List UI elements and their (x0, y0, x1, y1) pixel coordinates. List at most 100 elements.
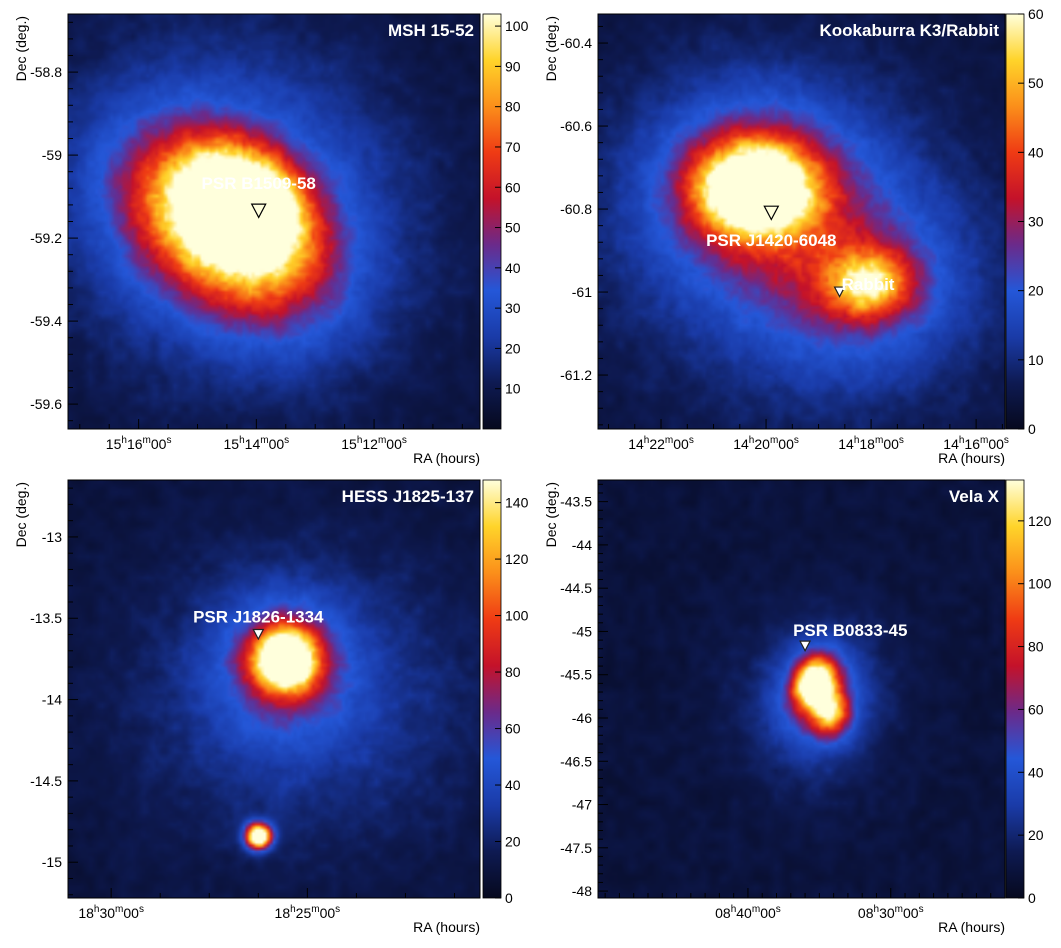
tick-seconds: 00 (151, 436, 167, 452)
y-tick-label: -60.6 (560, 118, 592, 134)
colorbar-tick-label: 0 (1028, 890, 1036, 906)
colorbar-tick-label: 10 (1028, 352, 1044, 368)
colorbar-tick-label: 90 (505, 58, 521, 74)
colorbar-scale (482, 479, 502, 899)
pulsar-label: PSR J1826-1334 (193, 608, 324, 627)
tick-minutes: 18 (859, 436, 875, 452)
y-tick-label: -13.5 (30, 610, 62, 626)
colorbar-tick-label: 120 (1028, 513, 1052, 529)
tick-m-unit: m (378, 435, 386, 446)
y-axis-label: Dec (deg.) (543, 482, 559, 547)
y-tick-label: -61 (572, 284, 592, 300)
x-tick-label: 18h30m00s (78, 904, 144, 921)
y-axis-label: Dec (deg.) (13, 482, 29, 547)
y-tick-label: -44.5 (560, 580, 592, 596)
x-tick-label: 08h30m00s (858, 904, 924, 921)
pulsar-label: Rabbit (842, 275, 895, 294)
tick-h-unit: h (239, 435, 245, 446)
source-markers: PSR B1509-58 (202, 174, 316, 219)
plot-frame (67, 479, 481, 899)
x-tick-label: 08h40m00s (715, 904, 781, 921)
tick-minutes: 25 (296, 905, 312, 921)
pulsar-marker (833, 286, 846, 298)
y-tick-label: -58.8 (30, 64, 62, 80)
y-tick-label: -13 (42, 529, 62, 545)
colorbar-tick-label: 70 (505, 139, 521, 155)
colorbar-tick-label: 30 (1028, 214, 1044, 230)
colorbar-scale (1005, 479, 1025, 899)
x-axis-label: RA (hours) (413, 450, 480, 466)
colorbar-tick-label: 0 (1028, 421, 1036, 437)
tick-hours: 08 (858, 905, 874, 921)
colorbar-tick-label: 120 (505, 551, 529, 567)
y-tick-label: -48 (572, 883, 592, 899)
colorbar-tick-label: 60 (1028, 6, 1044, 22)
x-tick-label: 18h25m00s (275, 904, 341, 921)
tick-s-unit: s (776, 904, 781, 915)
tick-minutes: 14 (245, 436, 261, 452)
tick-h-unit: h (731, 904, 737, 915)
tick-m-unit: m (143, 435, 151, 446)
y-tick-label: -43.5 (560, 494, 592, 510)
x-axis-label: RA (hours) (413, 919, 480, 935)
tick-seconds: 00 (320, 905, 336, 921)
tick-m-unit: m (752, 904, 760, 915)
tick-seconds: 00 (269, 436, 285, 452)
tick-hours: 08 (715, 905, 731, 921)
y-tick-label: -60.8 (560, 201, 592, 217)
pulsar-label: PSR J1420-6048 (706, 231, 836, 250)
y-axis-label: Dec (deg.) (543, 16, 559, 81)
x-tick-label: 14h20m00s (733, 435, 799, 452)
colorbar: 10 20 30 40 50 60 70 80 90 100 (482, 13, 529, 430)
tick-seconds: 00 (988, 436, 1004, 452)
tick-hours: 15 (224, 436, 240, 452)
tick-seconds: 00 (883, 436, 899, 452)
tick-hours: 14 (733, 436, 749, 452)
tick-minutes: 12 (362, 436, 378, 452)
pulsar-label: PSR B1509-58 (202, 174, 316, 193)
x-tick-label: 14h18m00s (838, 435, 904, 452)
colorbar-tick-label: 20 (505, 834, 521, 850)
y-axis-label: Dec (deg.) (13, 16, 29, 81)
tick-h-unit: h (644, 435, 650, 446)
tick-h-unit: h (959, 435, 965, 446)
panel-title: MSH 15-52 (388, 21, 474, 40)
tick-m-unit: m (980, 435, 988, 446)
y-tick-label: -59.4 (30, 313, 62, 329)
x-tick-label: 15h16m00s (106, 435, 172, 452)
colorbar-tick-label: 100 (505, 608, 529, 624)
colorbar-tick-label: 40 (505, 777, 521, 793)
tick-hours: 15 (341, 436, 357, 452)
tick-minutes: 16 (964, 436, 980, 452)
tick-seconds: 00 (903, 905, 919, 921)
tick-seconds: 00 (760, 905, 776, 921)
tick-minutes: 30 (879, 905, 895, 921)
y-tick-label: -45.5 (560, 667, 592, 683)
y-tick-label: -59.2 (30, 230, 62, 246)
y-tick-label: -61.2 (560, 367, 592, 383)
tick-hours: 14 (943, 436, 959, 452)
tick-h-unit: h (854, 435, 860, 446)
panel-title: Kookaburra K3/Rabbit (820, 21, 1000, 40)
colorbar-tick-label: 40 (1028, 144, 1044, 160)
y-tick-label: -46 (572, 710, 592, 726)
colorbar-tick-label: 40 (505, 260, 521, 276)
tick-h-unit: h (94, 904, 100, 915)
plot-frame (597, 13, 1006, 430)
y-tick-label: -46.5 (560, 753, 592, 769)
x-tick-label: 15h14m00s (224, 435, 290, 452)
y-tick-label: -15 (42, 854, 62, 870)
tick-minutes: 16 (127, 436, 143, 452)
excess-map (598, 480, 1005, 898)
colorbar-tick-label: 80 (505, 99, 521, 115)
y-tick-label: -45 (572, 623, 592, 639)
panel-vela-x: -43.5 -44 -44.5 -45 -45.5 -46 -46.5 -47 -47.5 -48… (543, 479, 1052, 935)
tick-s-unit: s (284, 435, 289, 446)
tick-m-unit: m (115, 904, 123, 915)
tick-s-unit: s (166, 435, 171, 446)
x-axis-label: RA (hours) (938, 450, 1005, 466)
